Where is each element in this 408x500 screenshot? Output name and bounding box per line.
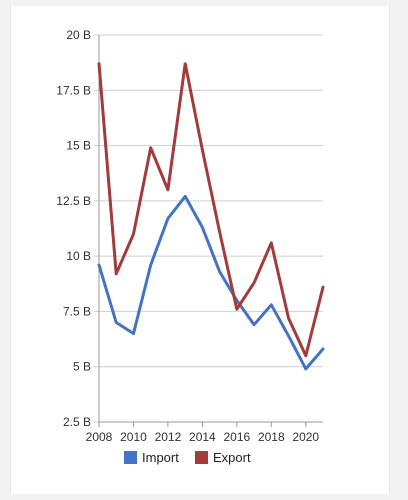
y-tick-label: 12.5 B — [56, 194, 91, 208]
legend: Import Export — [124, 450, 251, 465]
x-tick-label: 2020 — [292, 430, 319, 444]
x-tick-label: 2012 — [155, 430, 182, 444]
y-tick-label: 17.5 B — [56, 83, 91, 97]
y-tick-label: 2.5 B — [63, 415, 91, 429]
legend-swatch-import — [124, 451, 137, 464]
grid — [94, 34, 323, 423]
series-lines — [97, 62, 325, 371]
y-tick-label: 10 B — [66, 249, 91, 263]
y-tick-label: 7.5 B — [63, 304, 91, 318]
legend-label-export: Export — [213, 450, 251, 465]
x-axis: 2008 2010 2012 2014 2016 2018 2020 — [86, 421, 323, 444]
y-tick-label: 15 B — [66, 139, 91, 153]
x-tick-label: 2016 — [223, 430, 250, 444]
legend-label-import: Import — [142, 450, 179, 465]
y-axis: 2.5 B 5 B 7.5 B 10 B 12.5 B 15 B 17.5 B 20 B — [56, 28, 100, 429]
chart-card: 2.5 B 5 B 7.5 B 10 B 12.5 B 15 B 17.5 B 20 B 20… — [10, 6, 390, 494]
x-tick-label: 2014 — [189, 430, 216, 444]
x-tick-label: 2018 — [258, 430, 285, 444]
series-line-import — [97, 194, 325, 371]
y-tick-label: 20 B — [66, 28, 91, 42]
y-tick-label: 5 B — [73, 360, 91, 374]
series-line-export — [97, 62, 325, 358]
legend-swatch-export — [195, 451, 208, 464]
x-tick-label: 2008 — [86, 430, 113, 444]
x-tick-label: 2010 — [120, 430, 147, 444]
line-chart: 2.5 B 5 B 7.5 B 10 B 12.5 B 15 B 17.5 B 20 B 20… — [56, 28, 325, 465]
